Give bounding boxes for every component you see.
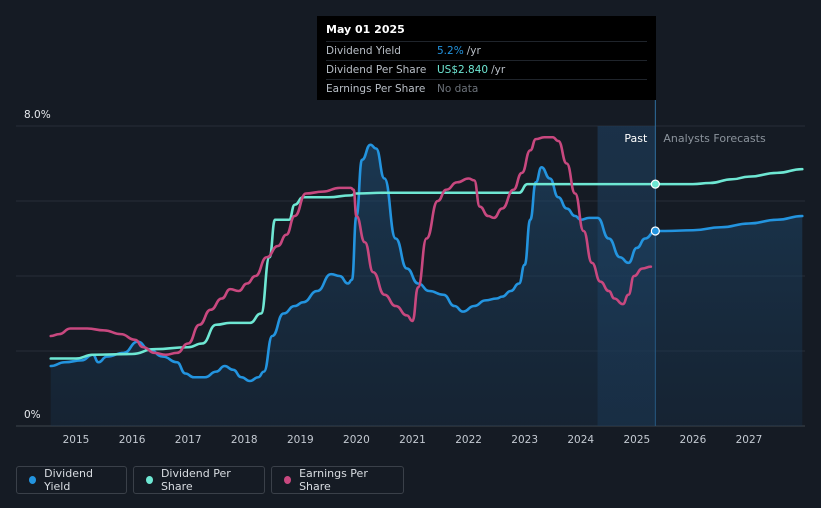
dividend-per-share-line	[49, 167, 804, 360]
dividend-yield-line	[49, 143, 804, 383]
tooltip-label: Earnings Per Share	[326, 83, 426, 95]
tooltip-date: May 01 2025	[326, 23, 405, 36]
x-tick-label: 2016	[119, 434, 146, 446]
series-lines	[49, 135, 804, 383]
x-tick-label: 2019	[287, 434, 314, 446]
axis-labels: 8.0% 0% 2015 2016 2017 2018 2019 2020 2021 2022 20…	[24, 109, 766, 446]
tooltip-row-earnings-per-share: Earnings Per Share No data	[326, 79, 647, 98]
x-tick-label: 2025	[623, 434, 650, 446]
tooltip: May 01 2025 Dividend Yield 5.2% /yr Divi…	[317, 16, 656, 100]
tooltip-value: 5.2%	[437, 45, 464, 57]
x-tick-label: 2023	[511, 434, 538, 446]
legend-label: Dividend Yield	[44, 467, 93, 493]
y-tick-label: 8.0%	[24, 109, 51, 121]
past-label: Past	[624, 132, 648, 145]
x-tick-label: 2017	[175, 434, 202, 446]
tooltip-row-dividend-per-share: Dividend Per Share US$2.840 /yr	[326, 60, 647, 79]
legend-label: Dividend Per Share	[160, 467, 231, 493]
legend-dot-icon	[146, 476, 153, 484]
yield-area	[50, 144, 803, 426]
x-tick-label: 2018	[231, 434, 258, 446]
legend-dividend-per-share[interactable]: Dividend Per Share	[133, 466, 265, 494]
dividend-yield-area	[50, 144, 803, 426]
x-tick-label: 2021	[399, 434, 426, 446]
tooltip-unit: /yr	[466, 45, 481, 57]
tooltip-value: No data	[437, 83, 479, 95]
earnings-per-share-line	[49, 135, 653, 357]
x-tick-label: 2024	[567, 434, 594, 446]
tooltip-value: US$2.840	[437, 64, 489, 76]
x-tick-label: 2027	[736, 434, 763, 446]
dividend-per-share-marker	[650, 179, 660, 189]
tooltip-label: Dividend Per Share	[326, 64, 427, 76]
tooltip-unit: /yr	[491, 64, 506, 76]
tooltip-label: Dividend Yield	[326, 45, 401, 57]
tooltip-row-dividend-yield: Dividend Yield 5.2% /yr	[326, 41, 647, 60]
legend-label: Earnings Per Share	[299, 467, 368, 493]
legend-dividend-yield[interactable]: Dividend Yield	[16, 466, 127, 494]
x-tick-label: 2015	[63, 434, 90, 446]
series-markers	[650, 179, 660, 236]
y-tick-label: 0%	[24, 409, 41, 421]
x-tick-label: 2026	[680, 434, 707, 446]
forecast-label: Analysts Forecasts	[663, 132, 766, 145]
legend-earnings-per-share[interactable]: Earnings Per Share	[271, 466, 404, 494]
dividend-yield-marker	[650, 226, 660, 236]
legend-dot-icon	[29, 476, 37, 484]
x-tick-label: 2022	[455, 434, 482, 446]
legend-dot-icon	[284, 476, 292, 484]
x-tick-label: 2020	[343, 434, 370, 446]
